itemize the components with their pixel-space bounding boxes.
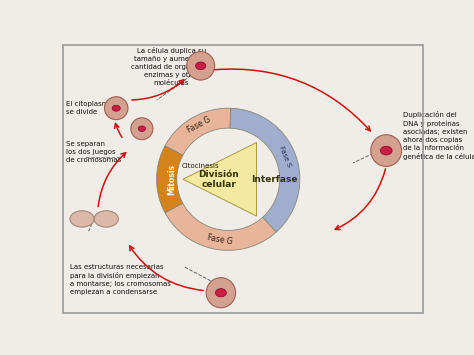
Circle shape (138, 126, 146, 131)
FancyArrowPatch shape (214, 69, 370, 131)
Ellipse shape (187, 51, 215, 80)
Ellipse shape (131, 118, 153, 140)
FancyArrowPatch shape (129, 246, 203, 290)
Circle shape (380, 146, 392, 155)
Polygon shape (230, 108, 300, 232)
Ellipse shape (104, 97, 128, 120)
Text: Las estructuras necesarias
para la división empiezan
a montarse; los cromosomas
: Las estructuras necesarias para la divis… (70, 264, 171, 295)
Ellipse shape (371, 135, 401, 166)
Ellipse shape (70, 211, 94, 227)
Text: Mitosis: Mitosis (168, 164, 177, 195)
Text: Fase G: Fase G (186, 115, 213, 135)
Polygon shape (156, 146, 183, 213)
Text: Fase G: Fase G (207, 233, 233, 246)
Text: Se separan
los dos juegos
de cromosomas: Se separan los dos juegos de cromosomas (66, 141, 121, 163)
Text: El citoplasma
se divide: El citoplasma se divide (66, 102, 113, 115)
FancyArrowPatch shape (115, 124, 122, 137)
Ellipse shape (94, 211, 118, 227)
FancyArrowPatch shape (98, 153, 126, 207)
Text: La célula duplica su
tamaño y aumenta la
cantidad de organelas,
enzimas y otras
: La célula duplica su tamaño y aumenta la… (131, 47, 211, 86)
Polygon shape (165, 108, 231, 155)
Text: División
celular: División celular (199, 170, 239, 189)
Text: Duplicación del
DNA y proteínas
asociadas; existen
ahora dos copias
de la inform: Duplicación del DNA y proteínas asociada… (403, 111, 474, 160)
FancyArrowPatch shape (132, 80, 184, 100)
Ellipse shape (206, 278, 236, 308)
Circle shape (112, 105, 120, 111)
Text: Fase S: Fase S (278, 145, 292, 168)
Polygon shape (165, 203, 276, 250)
FancyArrowPatch shape (335, 169, 385, 230)
Circle shape (215, 289, 227, 297)
Text: Interfase: Interfase (251, 175, 298, 184)
Polygon shape (183, 142, 256, 216)
Text: Citocinesis: Citocinesis (181, 164, 219, 169)
Circle shape (196, 62, 206, 70)
